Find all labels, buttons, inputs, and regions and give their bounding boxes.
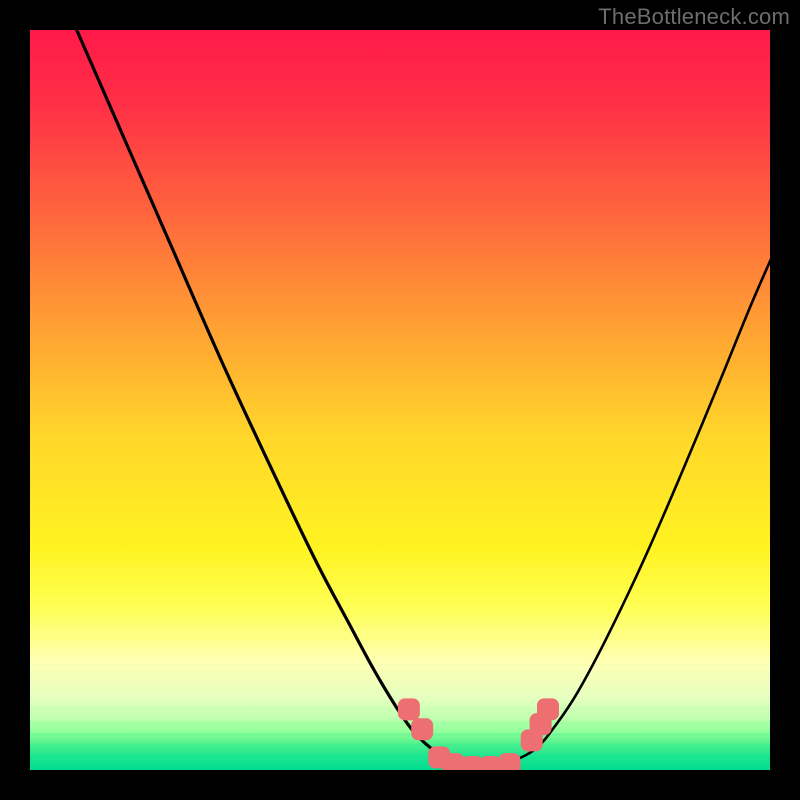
marker-5 [479, 756, 501, 778]
marker-0 [398, 698, 420, 720]
marker-6 [499, 753, 521, 775]
bottleneck-chart [0, 0, 800, 800]
plot-background [30, 30, 770, 770]
gradient-band-1 [30, 666, 770, 669]
marker-9 [537, 698, 559, 720]
outer-frame: TheBottleneck.com [0, 0, 800, 800]
gradient-band-5 [30, 733, 770, 736]
gradient-band-7 [30, 755, 770, 758]
watermark-text: TheBottleneck.com [598, 4, 790, 30]
gradient-band-2 [30, 689, 770, 692]
marker-3 [442, 753, 464, 775]
gradient-band-4 [30, 722, 770, 725]
gradient-band-0 [30, 637, 770, 640]
gradient-band-6 [30, 744, 770, 747]
marker-1 [411, 718, 433, 740]
